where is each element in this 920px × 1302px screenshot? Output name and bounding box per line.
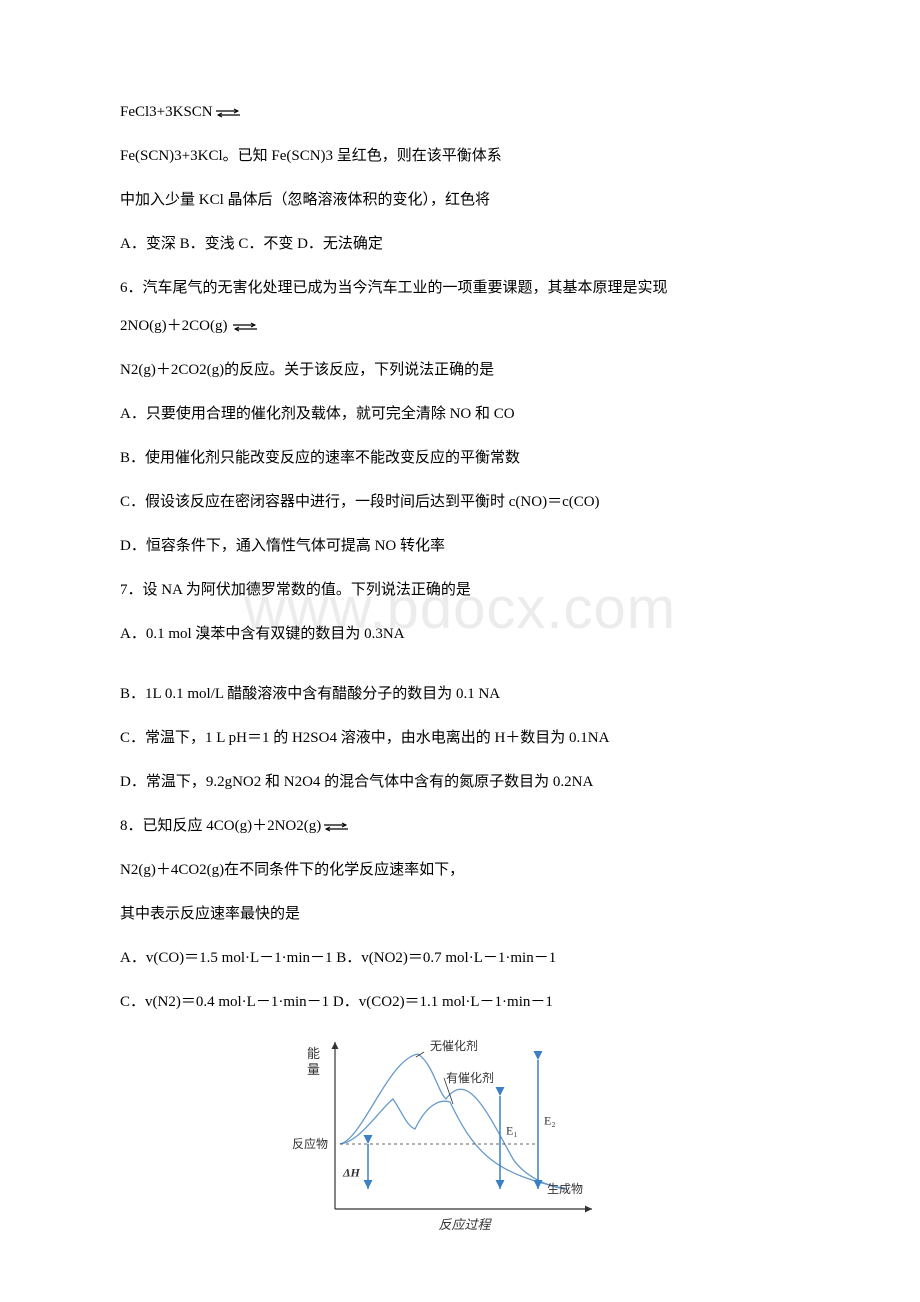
text-line: A．变深 B．变浅 C．不变 D．无法确定: [90, 232, 830, 256]
text: FeCl3+3KSCN: [120, 104, 213, 120]
text-line: D．常温下，9.2gNO2 和 N2O4 的混合气体中含有的氮原子数目为 0.2…: [90, 770, 830, 794]
document-content: FeCl3+3KSCN Fe(SCN)3+3KCl。已知 Fe(SCN)3 呈红…: [90, 100, 830, 1249]
svg-text:反应过程: 反应过程: [439, 1217, 493, 1232]
svg-text:无催化剂: 无催化剂: [430, 1038, 478, 1053]
svg-text:反应物: 反应物: [292, 1136, 328, 1151]
svg-text:量: 量: [307, 1062, 320, 1077]
svg-text:生成物: 生成物: [547, 1182, 583, 1196]
text-line: 7．设 NA 为阿伏加德罗常数的值。下列说法正确的是: [90, 578, 830, 602]
text-line: A．v(CO)＝1.5 mol·L－1·min－1 B．v(NO2)＝0.7 m…: [90, 946, 830, 970]
text-line: B．1L 0.1 mol/L 醋酸溶液中含有醋酸分子的数目为 0.1 NA: [90, 682, 830, 706]
text: 8．已知反应 4CO(g)＋2NO2(g): [120, 818, 321, 834]
svg-text:ΔH: ΔH: [342, 1166, 361, 1180]
energy-diagram: 能量反应物 无催化剂有催化剂 ΔH E₁ E₂ 生成物反应过程: [290, 1034, 830, 1249]
text-line: 8．已知反应 4CO(g)＋2NO2(g): [90, 814, 830, 838]
text: 2NO(g)＋2CO(g): [120, 318, 231, 334]
svg-text:E₂: E₂: [544, 1114, 556, 1128]
text-line: 2NO(g)＋2CO(g): [90, 314, 830, 338]
text-line: 中加入少量 KCl 晶体后（忽略溶液体积的变化），红色将: [90, 188, 830, 212]
equilibrium-arrow-icon: [214, 108, 242, 118]
text-line: N2(g)＋4CO2(g)在不同条件下的化学反应速率如下，: [90, 858, 830, 882]
text-line: FeCl3+3KSCN: [90, 100, 830, 124]
text-line: 其中表示反应速率最快的是: [90, 902, 830, 926]
equilibrium-arrow-icon: [322, 822, 350, 832]
svg-text:有催化剂: 有催化剂: [446, 1070, 494, 1085]
energy-diagram-svg: 能量反应物 无催化剂有催化剂 ΔH E₁ E₂ 生成物反应过程: [290, 1034, 610, 1244]
text-line: B．使用催化剂只能改变反应的速率不能改变反应的平衡常数: [90, 446, 830, 470]
text-line: A．0.1 mol 溴苯中含有双键的数目为 0.3NA: [90, 622, 830, 646]
text-line: C．常温下，1 L pH＝1 的 H2SO4 溶液中，由水电离出的 H＋数目为 …: [90, 726, 830, 750]
text-line: N2(g)＋2CO2(g)的反应。关于该反应，下列说法正确的是: [90, 358, 830, 382]
text-line: C．v(N2)＝0.4 mol·L－1·min－1 D．v(CO2)＝1.1 m…: [90, 990, 830, 1014]
text-line: C．假设该反应在密闭容器中进行，一段时间后达到平衡时 c(NO)＝c(CO): [90, 490, 830, 514]
text-line: 6．汽车尾气的无害化处理已成为当今汽车工业的一项重要课题，其基本原理是实现: [90, 276, 830, 300]
text-line: Fe(SCN)3+3KCl。已知 Fe(SCN)3 呈红色，则在该平衡体系: [90, 144, 830, 168]
equilibrium-arrow-icon: [231, 322, 259, 332]
text-line: D．恒容条件下，通入惰性气体可提高 NO 转化率: [90, 534, 830, 558]
svg-text:能: 能: [307, 1046, 320, 1061]
text-line: A．只要使用合理的催化剂及载体，就可完全清除 NO 和 CO: [90, 402, 830, 426]
svg-text:E₁: E₁: [506, 1124, 518, 1138]
